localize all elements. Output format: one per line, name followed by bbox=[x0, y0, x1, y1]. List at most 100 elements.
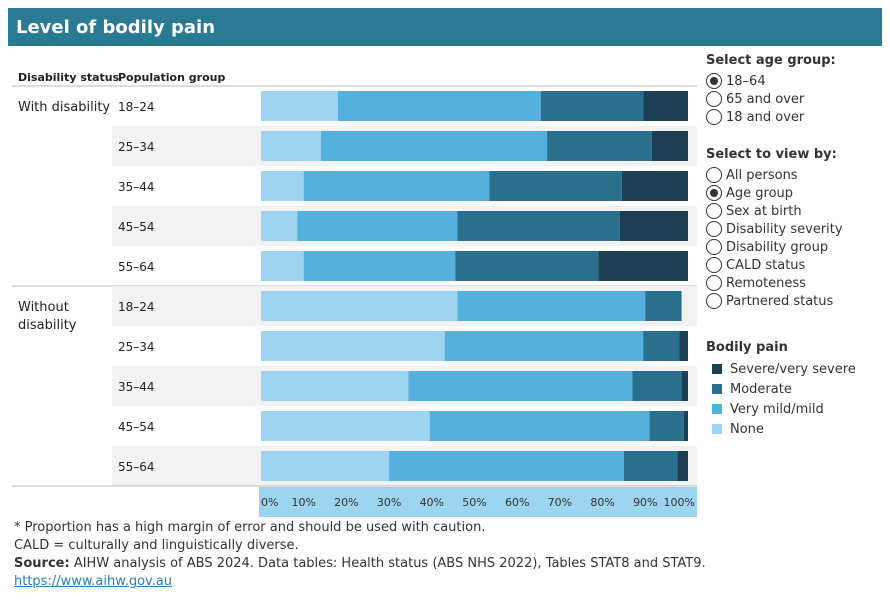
legend-label: Moderate bbox=[730, 381, 792, 397]
bar-segment bbox=[621, 171, 688, 201]
bar-segment bbox=[649, 411, 684, 441]
bar-segment bbox=[489, 171, 622, 201]
view-by-option-label: Sex at birth bbox=[726, 203, 802, 219]
radio-button[interactable] bbox=[706, 293, 722, 309]
radio-button[interactable] bbox=[706, 91, 722, 107]
radio-button[interactable] bbox=[706, 185, 722, 201]
bar-segment bbox=[598, 251, 688, 281]
x-tick-label: 0% bbox=[261, 496, 278, 509]
view-by-heading: Select to view by: bbox=[706, 147, 837, 162]
x-tick-label: 10% bbox=[291, 496, 315, 509]
x-tick-label: 40% bbox=[420, 496, 444, 509]
footnotes: * Proportion has a high margin of error … bbox=[14, 519, 706, 591]
x-tick-label: 50% bbox=[462, 496, 486, 509]
legend-heading: Bodily pain bbox=[706, 340, 788, 355]
radio-button[interactable] bbox=[706, 221, 722, 237]
source-label: Source: bbox=[14, 556, 70, 571]
view-by-selector: Select to view by: All persons Age group S… bbox=[706, 147, 843, 310]
radio-button[interactable] bbox=[706, 109, 722, 125]
legend-item: Severe/very severe bbox=[706, 359, 856, 379]
chart-title: Level of bodily pain bbox=[8, 8, 882, 46]
legend-swatch bbox=[712, 364, 722, 374]
radio-button[interactable] bbox=[706, 275, 722, 291]
bar-segment bbox=[261, 331, 445, 361]
view-by-option-label: Disability group bbox=[726, 239, 829, 255]
radio-button[interactable] bbox=[706, 257, 722, 273]
category-label: 45–54 bbox=[118, 420, 155, 434]
view-by-option-label: CALD status bbox=[726, 257, 806, 273]
x-tick-label: 20% bbox=[334, 496, 358, 509]
radio-button[interactable] bbox=[706, 167, 722, 183]
view-by-option-label: All persons bbox=[726, 167, 798, 183]
bar-segment bbox=[261, 251, 304, 281]
radio-button[interactable] bbox=[706, 203, 722, 219]
view-by-option[interactable]: Disability severity bbox=[706, 220, 843, 238]
view-by-option-label: Disability severity bbox=[726, 221, 843, 237]
bar-segment bbox=[645, 291, 682, 321]
view-by-option[interactable]: Remoteness bbox=[706, 274, 843, 292]
age-group-option-label: 18 and over bbox=[726, 109, 805, 125]
view-by-option[interactable]: CALD status bbox=[706, 256, 843, 274]
bar-segment bbox=[540, 91, 644, 121]
bar-segment bbox=[261, 291, 458, 321]
x-tick-label: 90% bbox=[633, 496, 657, 509]
bar-segment bbox=[683, 411, 688, 441]
age-group-option-label: 65 and over bbox=[726, 91, 805, 107]
age-group-selector: Select age group: 18–64 65 and over 18 and… bbox=[706, 53, 836, 126]
view-by-option-label: Remoteness bbox=[726, 275, 806, 291]
radio-button[interactable] bbox=[706, 73, 722, 89]
bar-segment bbox=[632, 371, 682, 401]
bar-segment bbox=[429, 411, 650, 441]
age-group-option[interactable]: 18 and over bbox=[706, 108, 836, 126]
view-by-option[interactable]: All persons bbox=[706, 166, 843, 184]
legend-item: None bbox=[706, 419, 856, 439]
legend-item: Moderate bbox=[706, 379, 856, 399]
legend-item: Very mild/mild bbox=[706, 399, 856, 419]
view-by-option[interactable]: Age group bbox=[706, 184, 843, 202]
category-label: 25–34 bbox=[118, 140, 155, 154]
footnote-source: Source: AIHW analysis of ABS 2024. Data … bbox=[14, 555, 706, 573]
view-by-option-label: Age group bbox=[726, 185, 794, 201]
legend-swatch bbox=[712, 424, 722, 434]
bar-segment bbox=[455, 251, 599, 281]
footnote-cald: CALD = culturally and linguistically div… bbox=[14, 538, 299, 553]
radio-button[interactable] bbox=[706, 239, 722, 255]
aihw-link[interactable]: https://www.aihw.gov.au bbox=[14, 574, 173, 589]
category-label: 35–44 bbox=[118, 380, 155, 394]
bar-segment bbox=[408, 371, 633, 401]
bar-segment bbox=[261, 131, 321, 161]
view-by-option[interactable]: Sex at birth bbox=[706, 202, 843, 220]
bar-segment bbox=[261, 211, 298, 241]
bar-segment bbox=[303, 251, 456, 281]
view-by-option[interactable]: Disability group bbox=[706, 238, 843, 256]
bar-segment bbox=[677, 451, 688, 481]
legend-label: None bbox=[730, 421, 764, 437]
source-text: AIHW analysis of ABS 2024. Data tables: … bbox=[69, 556, 706, 571]
category-label: 18–24 bbox=[118, 300, 155, 314]
bar-segment bbox=[679, 331, 688, 361]
bar-segment bbox=[444, 331, 644, 361]
bar-segment bbox=[303, 171, 490, 201]
bar-segment bbox=[681, 371, 688, 401]
x-tick-label: 70% bbox=[548, 496, 572, 509]
age-group-option[interactable]: 65 and over bbox=[706, 90, 836, 108]
x-tick-label: 80% bbox=[590, 496, 614, 509]
bar-segment bbox=[297, 211, 458, 241]
age-group-option-label: 18–64 bbox=[726, 73, 766, 89]
group-label: With disability bbox=[18, 100, 110, 115]
bar-segment bbox=[261, 91, 338, 121]
age-group-heading: Select age group: bbox=[706, 53, 836, 68]
category-label: 25–34 bbox=[118, 340, 155, 354]
bar-segment bbox=[261, 411, 430, 441]
legend-swatch bbox=[712, 404, 722, 414]
x-axis-band bbox=[259, 487, 697, 517]
legend: Bodily pain Severe/very severe Moderate Ve… bbox=[706, 340, 856, 439]
bar-segment bbox=[643, 331, 680, 361]
category-label: 35–44 bbox=[118, 180, 155, 194]
footnote-margin-of-error: * Proportion has a high margin of error … bbox=[14, 520, 486, 535]
x-tick-label: 100% bbox=[664, 496, 695, 509]
age-group-option[interactable]: 18–64 bbox=[706, 72, 836, 90]
view-by-option[interactable]: Partnered status bbox=[706, 292, 843, 310]
bar-segment bbox=[389, 451, 624, 481]
